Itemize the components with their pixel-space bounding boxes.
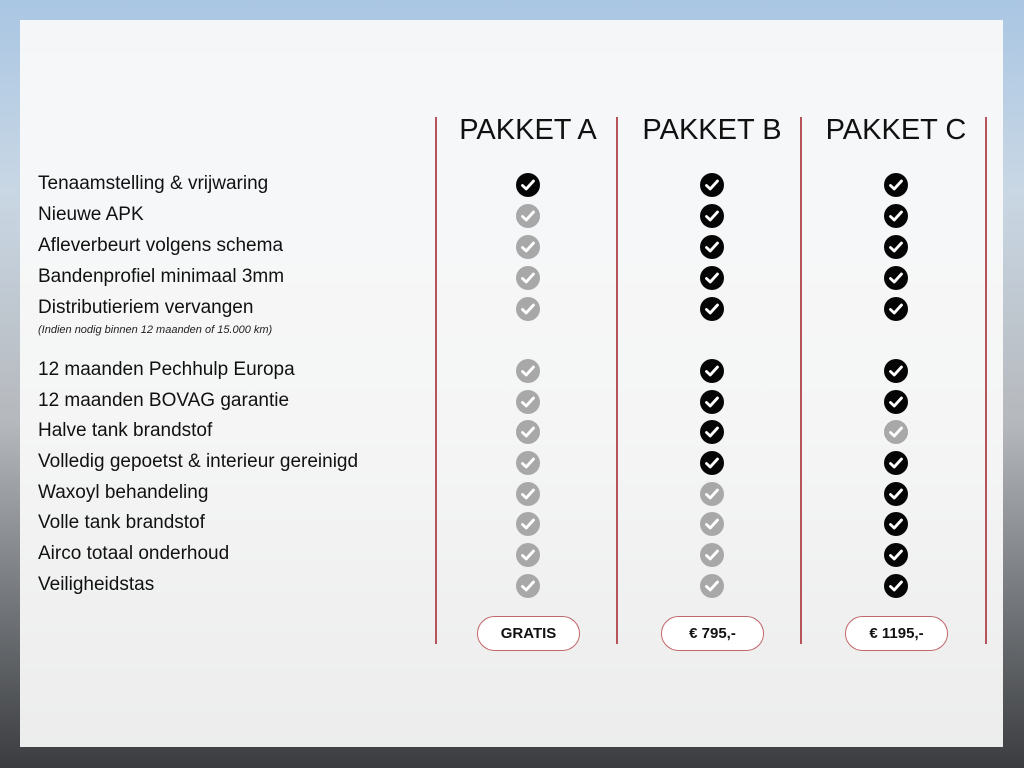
check-included-icon xyxy=(700,266,724,290)
check-included-icon xyxy=(700,451,724,475)
check-included-icon xyxy=(700,420,724,444)
check-included-icon xyxy=(884,574,908,598)
feature-label: Bandenprofiel minimaal 3mm xyxy=(38,266,285,287)
column-divider xyxy=(435,117,437,644)
price-button[interactable]: € 795,- xyxy=(661,616,764,651)
column-divider xyxy=(985,117,987,644)
check-excluded-icon xyxy=(516,574,540,598)
feature-label: Halve tank brandstof xyxy=(38,420,213,441)
check-excluded-icon xyxy=(700,482,724,506)
check-included-icon xyxy=(700,235,724,259)
check-included-icon xyxy=(516,173,540,197)
feature-label: Nieuwe APK xyxy=(38,204,144,225)
check-included-icon xyxy=(884,297,908,321)
distributie-note: (Indien nodig binnen 12 maanden of 15.00… xyxy=(38,324,273,336)
column-divider xyxy=(616,117,618,644)
check-excluded-icon xyxy=(884,420,908,444)
package-header: PAKKET A xyxy=(459,114,597,146)
check-included-icon xyxy=(700,390,724,414)
check-included-icon xyxy=(700,173,724,197)
check-included-icon xyxy=(884,266,908,290)
check-included-icon xyxy=(700,204,724,228)
check-included-icon xyxy=(700,359,724,383)
feature-label: Airco totaal onderhoud xyxy=(38,543,230,564)
package-header: PAKKET B xyxy=(642,114,782,146)
check-included-icon xyxy=(700,297,724,321)
price-button[interactable]: GRATIS xyxy=(477,616,580,651)
check-excluded-icon xyxy=(516,482,540,506)
check-excluded-icon xyxy=(516,543,540,567)
check-included-icon xyxy=(884,482,908,506)
check-excluded-icon xyxy=(516,359,540,383)
feature-label: Veiligheidstas xyxy=(38,574,155,595)
check-excluded-icon xyxy=(516,297,540,321)
check-included-icon xyxy=(884,204,908,228)
feature-label: Waxoyl behandeling xyxy=(38,482,209,503)
feature-label: Distributieriem vervangen xyxy=(38,297,254,318)
feature-label: Volle tank brandstof xyxy=(38,512,205,533)
check-excluded-icon xyxy=(516,235,540,259)
check-included-icon xyxy=(884,543,908,567)
feature-label: Volledig gepoetst & interieur gereinigd xyxy=(38,451,359,472)
price-button[interactable]: € 1195,- xyxy=(845,616,948,651)
check-excluded-icon xyxy=(700,574,724,598)
feature-label: Afleverbeurt volgens schema xyxy=(38,235,284,256)
column-divider xyxy=(800,117,802,644)
check-excluded-icon xyxy=(700,543,724,567)
check-included-icon xyxy=(884,235,908,259)
check-excluded-icon xyxy=(516,451,540,475)
check-included-icon xyxy=(884,173,908,197)
package-header: PAKKET C xyxy=(825,114,967,146)
check-included-icon xyxy=(884,512,908,536)
check-excluded-icon xyxy=(700,512,724,536)
check-excluded-icon xyxy=(516,512,540,536)
check-excluded-icon xyxy=(516,420,540,444)
check-excluded-icon xyxy=(516,390,540,414)
feature-label: 12 maanden BOVAG garantie xyxy=(38,390,290,411)
check-included-icon xyxy=(884,451,908,475)
check-included-icon xyxy=(884,359,908,383)
feature-label: Tenaamstelling & vrijwaring xyxy=(38,173,269,194)
check-excluded-icon xyxy=(516,204,540,228)
feature-label: 12 maanden Pechhulp Europa xyxy=(38,359,295,380)
check-excluded-icon xyxy=(516,266,540,290)
check-included-icon xyxy=(884,390,908,414)
